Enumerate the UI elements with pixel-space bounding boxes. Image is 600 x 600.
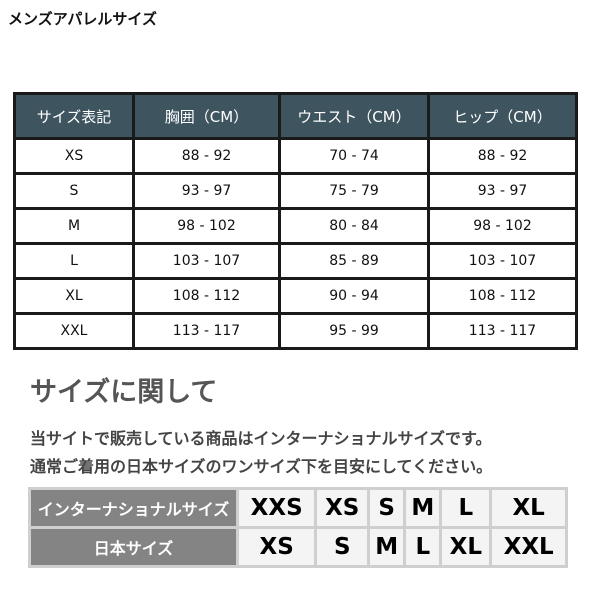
table-row: XXL 113 - 117 95 - 99 113 - 117 bbox=[13, 312, 578, 350]
table-cell: L bbox=[13, 242, 135, 280]
international-size-cell: S bbox=[370, 490, 404, 526]
table-row: XL 108 - 112 90 - 94 108 - 112 bbox=[13, 277, 578, 315]
header-hip: ヒップ（CM） bbox=[427, 92, 578, 140]
international-size-cell: XS bbox=[317, 490, 368, 526]
header-waist: ウエスト（CM） bbox=[278, 92, 430, 140]
japan-row: 日本サイズ XS S M L XL XXL bbox=[31, 529, 565, 565]
japan-size-cell: XS bbox=[239, 529, 315, 565]
about-line-2: 通常ご着用の日本サイズのワンサイズ下を目安にしてください。 bbox=[30, 457, 493, 476]
international-size-cell: M bbox=[406, 490, 440, 526]
table-cell: XXL bbox=[13, 312, 135, 350]
table-cell: XL bbox=[13, 277, 135, 315]
japan-size-cell: L bbox=[406, 529, 440, 565]
table-cell: 103 - 107 bbox=[427, 242, 578, 280]
table-cell: 113 - 117 bbox=[427, 312, 578, 350]
international-label: インターナショナルサイズ bbox=[31, 490, 236, 526]
table-cell: 93 - 97 bbox=[132, 172, 281, 210]
table-cell: 103 - 107 bbox=[132, 242, 281, 280]
size-table: サイズ表記 胸囲（CM） ウエスト（CM） ヒップ（CM） XS 88 - 92 7… bbox=[13, 92, 578, 350]
table-row: L 103 - 107 85 - 89 103 - 107 bbox=[13, 242, 578, 280]
header-size: サイズ表記 bbox=[13, 92, 135, 140]
page-title: メンズアパレルサイズ bbox=[8, 10, 157, 28]
table-row: S 93 - 97 75 - 79 93 - 97 bbox=[13, 172, 578, 210]
size-conversion-table: インターナショナルサイズ XXS XS S M L XL 日本サイズ XS S M L XL XXL bbox=[28, 487, 568, 568]
table-cell: XS bbox=[13, 137, 135, 175]
table-cell: 93 - 97 bbox=[427, 172, 578, 210]
japan-size-cell: M bbox=[370, 529, 404, 565]
japan-label: 日本サイズ bbox=[31, 529, 236, 565]
international-size-cell: L bbox=[442, 490, 490, 526]
japan-size-cell: XL bbox=[442, 529, 490, 565]
header-chest: 胸囲（CM） bbox=[132, 92, 281, 140]
about-line-1: 当サイトで販売している商品はインターナショナルサイズです。 bbox=[30, 429, 492, 448]
table-cell: 95 - 99 bbox=[278, 312, 430, 350]
table-cell: 88 - 92 bbox=[427, 137, 578, 175]
table-cell: 113 - 117 bbox=[132, 312, 281, 350]
table-cell: 90 - 94 bbox=[278, 277, 430, 315]
header-row: サイズ表記 胸囲（CM） ウエスト（CM） ヒップ（CM） bbox=[13, 92, 578, 140]
international-size-cell: XXS bbox=[239, 490, 315, 526]
japan-size-cell: S bbox=[317, 529, 368, 565]
international-size-cell: XL bbox=[492, 490, 565, 526]
table-row: M 98 - 102 80 - 84 98 - 102 bbox=[13, 207, 578, 245]
table-cell: M bbox=[13, 207, 135, 245]
table-cell: 98 - 102 bbox=[132, 207, 281, 245]
about-heading: サイズに関して bbox=[30, 377, 218, 408]
japan-size-cell: XXL bbox=[492, 529, 565, 565]
table-cell: 70 - 74 bbox=[278, 137, 430, 175]
table-cell: 80 - 84 bbox=[278, 207, 430, 245]
table-cell: 98 - 102 bbox=[427, 207, 578, 245]
table-cell: 75 - 79 bbox=[278, 172, 430, 210]
table-cell: 108 - 112 bbox=[132, 277, 281, 315]
table-cell: 85 - 89 bbox=[278, 242, 430, 280]
international-row: インターナショナルサイズ XXS XS S M L XL bbox=[31, 490, 565, 526]
table-cell: 88 - 92 bbox=[132, 137, 281, 175]
table-row: XS 88 - 92 70 - 74 88 - 92 bbox=[13, 137, 578, 175]
table-cell: S bbox=[13, 172, 135, 210]
table-cell: 108 - 112 bbox=[427, 277, 578, 315]
